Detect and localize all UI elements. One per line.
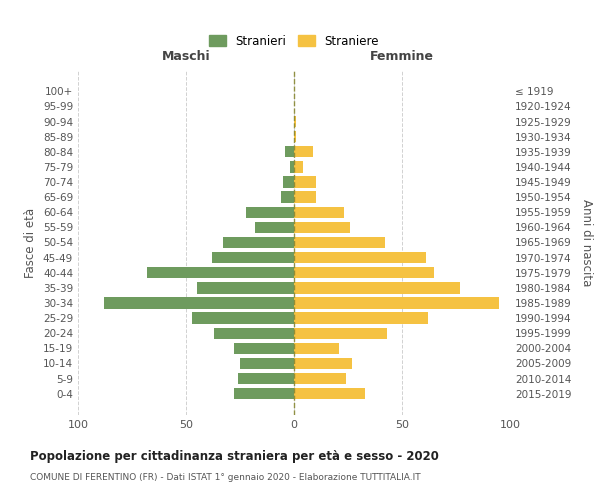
Y-axis label: Fasce di età: Fasce di età	[25, 208, 37, 278]
Bar	[281, 192, 294, 203]
Bar	[294, 146, 313, 158]
Bar	[294, 358, 352, 369]
Bar	[294, 282, 460, 294]
Bar	[193, 312, 294, 324]
Bar	[294, 328, 387, 339]
Bar	[294, 222, 350, 233]
Bar	[104, 298, 294, 308]
Bar	[290, 162, 294, 172]
Bar	[286, 146, 294, 158]
Text: COMUNE DI FERENTINO (FR) - Dati ISTAT 1° gennaio 2020 - Elaborazione TUTTITALIA.: COMUNE DI FERENTINO (FR) - Dati ISTAT 1°…	[30, 472, 421, 482]
Y-axis label: Anni di nascita: Anni di nascita	[580, 199, 593, 286]
Legend: Stranieri, Straniere: Stranieri, Straniere	[206, 31, 382, 51]
Bar	[294, 312, 428, 324]
Bar	[294, 237, 385, 248]
Bar	[294, 192, 316, 203]
Bar	[212, 252, 294, 264]
Bar	[294, 116, 296, 127]
Bar	[240, 358, 294, 369]
Bar	[294, 342, 340, 354]
Bar	[214, 328, 294, 339]
Bar	[294, 131, 296, 142]
Text: Femmine: Femmine	[370, 50, 434, 63]
Bar	[283, 176, 294, 188]
Bar	[197, 282, 294, 294]
Bar	[255, 222, 294, 233]
Bar	[233, 388, 294, 400]
Bar	[247, 206, 294, 218]
Bar	[294, 373, 346, 384]
Bar	[294, 162, 302, 172]
Bar	[294, 298, 499, 308]
Bar	[294, 206, 344, 218]
Bar	[294, 267, 434, 278]
Text: Popolazione per cittadinanza straniera per età e sesso - 2020: Popolazione per cittadinanza straniera p…	[30, 450, 439, 463]
Bar	[294, 176, 316, 188]
Bar	[238, 373, 294, 384]
Bar	[223, 237, 294, 248]
Bar	[147, 267, 294, 278]
Bar	[294, 252, 426, 264]
Text: Maschi: Maschi	[161, 50, 211, 63]
Bar	[233, 342, 294, 354]
Bar	[294, 388, 365, 400]
